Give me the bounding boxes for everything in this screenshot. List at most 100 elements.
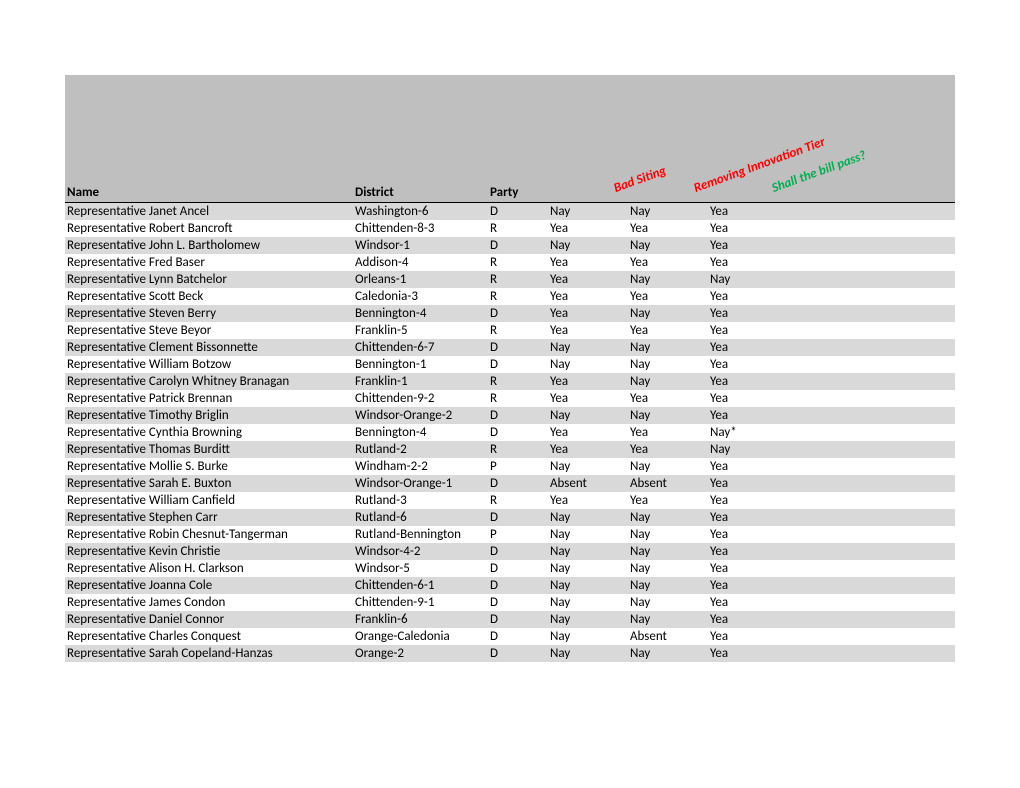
district-cell: Rutland-3 bbox=[355, 492, 490, 509]
vote1-cell: Nay bbox=[550, 594, 630, 611]
district-cell: Franklin-5 bbox=[355, 322, 490, 339]
district-cell: Chittenden-6-7 bbox=[355, 339, 490, 356]
name-cell: Representative William Botzow bbox=[65, 356, 355, 373]
party-cell: D bbox=[490, 203, 550, 220]
vote3-cell: Yea bbox=[710, 509, 830, 526]
name-cell: Representative Janet Ancel bbox=[65, 203, 355, 220]
vote2-cell: Yea bbox=[630, 322, 710, 339]
district-cell: Windsor-Orange-1 bbox=[355, 475, 490, 492]
vote2-cell: Nay bbox=[630, 271, 710, 288]
vote2-cell: Nay bbox=[630, 526, 710, 543]
district-cell: Orange-2 bbox=[355, 645, 490, 662]
vote2-cell: Yea bbox=[630, 254, 710, 271]
party-cell: D bbox=[490, 560, 550, 577]
vote1-cell: Yea bbox=[550, 220, 630, 237]
district-cell: Rutland-2 bbox=[355, 441, 490, 458]
district-cell: Franklin-6 bbox=[355, 611, 490, 628]
party-header: Party bbox=[490, 185, 550, 200]
vote2-cell: Yea bbox=[630, 424, 710, 441]
party-cell: R bbox=[490, 390, 550, 407]
table-row: Representative Alison H. ClarksonWindsor… bbox=[65, 560, 955, 577]
table-row: Representative Stephen CarrRutland-6DNay… bbox=[65, 509, 955, 526]
vote1-cell: Yea bbox=[550, 424, 630, 441]
vote3-cell: Yea bbox=[710, 220, 830, 237]
party-cell: D bbox=[490, 543, 550, 560]
table-header-block: Bad Siting Removing Innovation Tier Shal… bbox=[65, 75, 955, 203]
party-cell: D bbox=[490, 475, 550, 492]
district-cell: Franklin-1 bbox=[355, 373, 490, 390]
table-row: Representative William BotzowBennington-… bbox=[65, 356, 955, 373]
party-cell: D bbox=[490, 237, 550, 254]
table-row: Representative Timothy BriglinWindsor-Or… bbox=[65, 407, 955, 424]
party-cell: D bbox=[490, 339, 550, 356]
table-row: Representative Sarah Copeland-HanzasOran… bbox=[65, 645, 955, 662]
vote2-cell: Nay bbox=[630, 339, 710, 356]
name-cell: Representative Steve Beyor bbox=[65, 322, 355, 339]
name-cell: Representative Cynthia Browning bbox=[65, 424, 355, 441]
table-row: Representative Sarah E. BuxtonWindsor-Or… bbox=[65, 475, 955, 492]
district-cell: Addison-4 bbox=[355, 254, 490, 271]
vote1-cell: Nay bbox=[550, 526, 630, 543]
vote2-col-spacer bbox=[630, 185, 710, 200]
party-cell: D bbox=[490, 424, 550, 441]
vote2-cell: Nay bbox=[630, 611, 710, 628]
vote3-cell: Yea bbox=[710, 475, 830, 492]
name-cell: Representative Lynn Batchelor bbox=[65, 271, 355, 288]
party-cell: R bbox=[490, 220, 550, 237]
party-cell: D bbox=[490, 628, 550, 645]
vote1-cell: Nay bbox=[550, 458, 630, 475]
vote3-cell: Nay bbox=[710, 271, 830, 288]
vote1-cell: Nay bbox=[550, 645, 630, 662]
vote3-cell: Yea bbox=[710, 594, 830, 611]
vote3-cell: Yea bbox=[710, 560, 830, 577]
vote2-cell: Yea bbox=[630, 220, 710, 237]
vote3-cell: Yea bbox=[710, 645, 830, 662]
district-cell: Windsor-1 bbox=[355, 237, 490, 254]
name-cell: Representative Clement Bissonnette bbox=[65, 339, 355, 356]
table-row: Representative Steve BeyorFranklin-5RYea… bbox=[65, 322, 955, 339]
table-row: Representative Carolyn Whitney BranaganF… bbox=[65, 373, 955, 390]
table-row: Representative Steven BerryBennington-4D… bbox=[65, 305, 955, 322]
vote1-cell: Yea bbox=[550, 271, 630, 288]
vote2-cell: Yea bbox=[630, 441, 710, 458]
vote3-cell: Yea bbox=[710, 203, 830, 220]
vote2-cell: Absent bbox=[630, 628, 710, 645]
party-cell: D bbox=[490, 407, 550, 424]
vote1-cell: Yea bbox=[550, 492, 630, 509]
district-cell: Bennington-1 bbox=[355, 356, 490, 373]
party-cell: D bbox=[490, 577, 550, 594]
vote2-cell: Nay bbox=[630, 577, 710, 594]
party-cell: D bbox=[490, 305, 550, 322]
vote3-cell: Yea bbox=[710, 458, 830, 475]
table-row: Representative Clement BissonnetteChitte… bbox=[65, 339, 955, 356]
voting-sheet: Bad Siting Removing Innovation Tier Shal… bbox=[0, 0, 1020, 662]
district-header: District bbox=[355, 185, 490, 200]
vote3-cell: Yea bbox=[710, 237, 830, 254]
district-cell: Caledonia-3 bbox=[355, 288, 490, 305]
vote2-cell: Yea bbox=[630, 288, 710, 305]
vote1-cell: Nay bbox=[550, 611, 630, 628]
vote3-cell: Yea bbox=[710, 356, 830, 373]
vote1-cell: Absent bbox=[550, 475, 630, 492]
party-cell: P bbox=[490, 458, 550, 475]
party-cell: D bbox=[490, 645, 550, 662]
name-cell: Representative Patrick Brennan bbox=[65, 390, 355, 407]
table-row: Representative Kevin ChristieWindsor-4-2… bbox=[65, 543, 955, 560]
district-cell: Chittenden-6-1 bbox=[355, 577, 490, 594]
name-cell: Representative Kevin Christie bbox=[65, 543, 355, 560]
party-cell: R bbox=[490, 254, 550, 271]
vote1-cell: Yea bbox=[550, 373, 630, 390]
party-cell: D bbox=[490, 356, 550, 373]
table-row: Representative James CondonChittenden-9-… bbox=[65, 594, 955, 611]
vote3-col-spacer bbox=[710, 185, 830, 200]
party-cell: D bbox=[490, 509, 550, 526]
district-cell: Rutland-6 bbox=[355, 509, 490, 526]
name-cell: Representative Timothy Briglin bbox=[65, 407, 355, 424]
vote1-cell: Nay bbox=[550, 237, 630, 254]
name-cell: Representative Charles Conquest bbox=[65, 628, 355, 645]
vote1-cell: Nay bbox=[550, 577, 630, 594]
party-cell: R bbox=[490, 441, 550, 458]
party-cell: P bbox=[490, 526, 550, 543]
vote1-cell: Yea bbox=[550, 288, 630, 305]
table-row: Representative Patrick BrennanChittenden… bbox=[65, 390, 955, 407]
